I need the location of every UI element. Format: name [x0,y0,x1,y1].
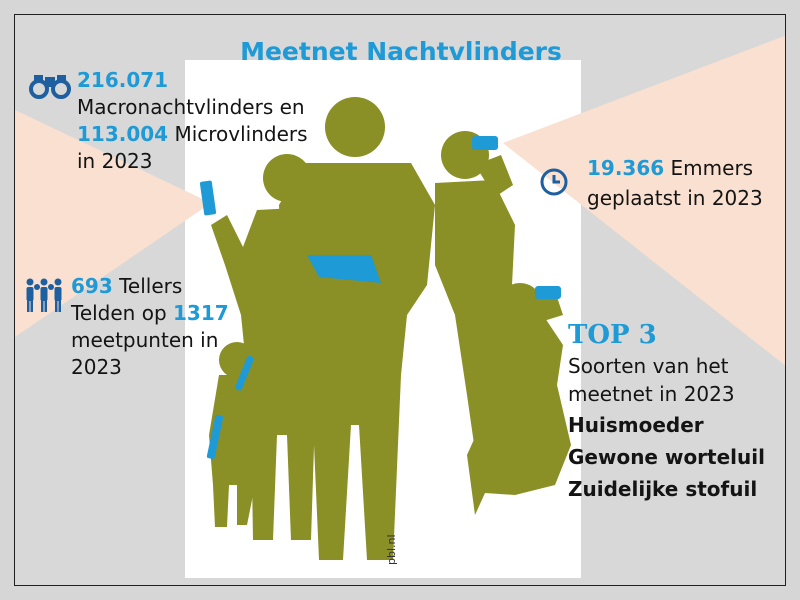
counters-prefix: Telden op [71,301,167,325]
micro-label: Microvlinders [174,122,308,146]
top3-species-2: Gewone worteluil [568,445,765,469]
clock-icon [540,168,568,196]
credit-text: pbl.nl [385,534,398,565]
points-count: 1317 [173,301,229,325]
crouch-binoculars [535,286,561,299]
devices [199,136,561,459]
top3-subtitle-1: Soorten van het [568,354,729,378]
top3-heading: TOP 3 [568,320,657,350]
crouching-person-silhouette [467,283,571,515]
tablet [307,255,381,283]
counters-line3: meetpunten in [71,328,219,352]
top3-species-1: Huismoeder [568,413,704,437]
buckets-line2: geplaatst in 2023 [587,186,763,210]
counters-count: 693 [71,274,113,298]
top3-species-3: Zuidelijke stofuil [568,477,758,501]
child-device [206,415,224,459]
top3-subtitle-2: meetnet in 2023 [568,382,735,406]
left-phone [199,180,217,216]
binoculars-icon [29,75,71,99]
macro-count: 216.071 [77,68,169,92]
page-title: Meetnet Nachtvlinders [240,37,562,66]
buckets-line1: 19.366 Emmers [587,155,753,182]
micro-count: 113.004 [77,122,169,146]
buckets-count: 19.366 [587,156,665,180]
illustration [15,35,785,578]
moths-micro-line: 113.004 Microvlinders [77,121,308,148]
counters-line1: 693 Tellers [71,273,182,300]
people-icon [26,278,62,312]
moths-macro-count: 216.071 [77,67,168,94]
right-binoculars [472,136,498,150]
counters-label: Tellers [119,274,183,298]
right-beam [503,35,785,366]
buckets-label: Emmers [670,156,754,180]
infographic-frame: Meetnet Nachtvlinders 216.071 Macronacht… [14,14,786,586]
moths-year: in 2023 [77,149,153,173]
counters-line2: Telden op 1317 [71,300,229,327]
left-beam [15,110,211,337]
child-device-2 [235,355,254,391]
right-beam-highlight [503,117,525,143]
counters-line4: 2023 [71,355,122,379]
moths-macro-label: Macronachtvlinders en [77,95,305,119]
